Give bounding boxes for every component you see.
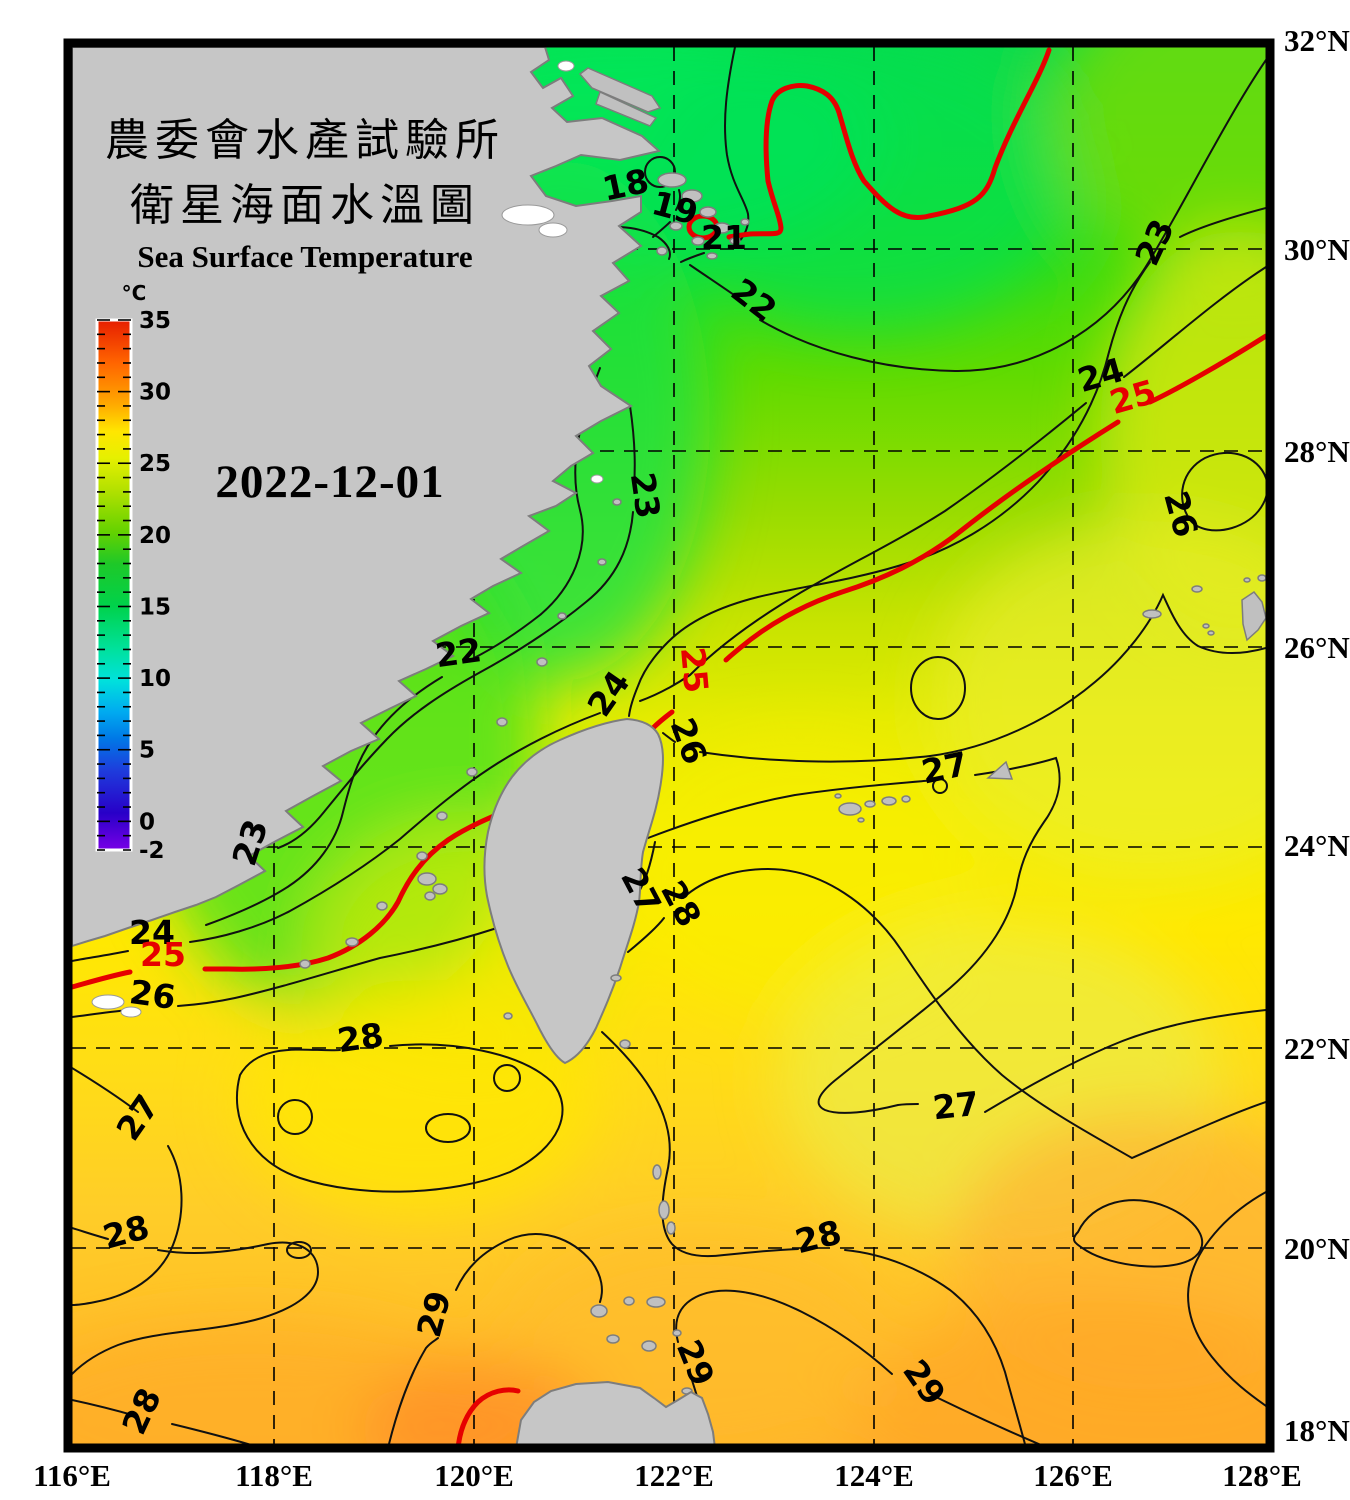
colorbar-tick-label: 25 — [139, 451, 171, 477]
colorbar-unit: °C — [122, 281, 147, 305]
colorbar-ticks — [97, 319, 131, 851]
taiwan-island — [483, 717, 664, 1065]
colorbar-tick-labels: 35 30 25 20 15 10 5 0 -2 — [139, 308, 171, 864]
lon-label: 126°E — [1033, 1458, 1113, 1493]
lat-label: 22°N — [1284, 1031, 1350, 1066]
contour-value-label: 21 — [701, 218, 747, 257]
contour-21 — [680, 47, 750, 263]
lon-label: 122°E — [634, 1458, 714, 1493]
lat-label: 26°N — [1284, 630, 1350, 665]
penghu-islands — [417, 872, 448, 901]
contour-24-northeast — [1123, 266, 1266, 378]
title-chinese-line1: 農委會水產試驗所 — [105, 115, 505, 166]
colorbar-tick-label: -2 — [139, 838, 165, 864]
contour-value-label: 28 — [335, 1015, 386, 1060]
contour-28-bottom — [601, 1031, 1026, 1444]
contour-25-red-west — [72, 797, 535, 990]
lat-label: 28°N — [1284, 434, 1350, 469]
map-frame — [63, 38, 1275, 1453]
china-mainland — [72, 47, 662, 948]
no-data-patches — [91, 60, 604, 1018]
lat-label: 30°N — [1284, 232, 1350, 267]
contour-value-label: 25 — [140, 935, 186, 974]
contour-28-loop-se — [1072, 1199, 1204, 1268]
lon-label: 118°E — [235, 1458, 313, 1493]
chongming-spit — [578, 67, 662, 113]
colorbar-tick-label: 0 — [139, 809, 155, 835]
colorbar-tick-label: 20 — [139, 523, 171, 549]
contour-28-inner-1 — [277, 1099, 313, 1135]
contour-23-northeast — [628, 207, 1266, 717]
land-layer — [72, 47, 1266, 1444]
colorbar-tick-label: 10 — [139, 666, 171, 692]
title-english: Sea Surface Temperature — [137, 239, 472, 274]
coastal-islets — [299, 498, 622, 969]
orchid-island — [619, 1039, 631, 1049]
colorbar-tick-label: 15 — [139, 594, 171, 620]
contour-value-label: 27 — [931, 1084, 981, 1128]
contour-29-center — [387, 1233, 603, 1444]
contour-25-red-east — [650, 333, 1266, 731]
batanes-islands — [652, 1164, 693, 1395]
contour-value-label: 27 — [918, 744, 971, 792]
contour-28-inner-2 — [425, 1113, 471, 1143]
contour-22-north — [689, 59, 1266, 373]
lat-label: 24°N — [1284, 828, 1350, 863]
lat-label: 32°N — [1284, 23, 1350, 58]
luzon-island — [515, 1380, 716, 1444]
colorbar-tick-label: 30 — [139, 380, 171, 406]
contour-27-east — [647, 756, 1266, 1114]
green-island — [610, 974, 622, 982]
contour-28-gridline-circle — [286, 1241, 312, 1259]
contour-20-red — [726, 47, 1052, 240]
miyako-island — [986, 760, 1014, 780]
isotherm-contours — [72, 47, 1266, 1444]
lon-label: 124°E — [834, 1458, 914, 1493]
lon-label: 128°E — [1222, 1458, 1302, 1493]
contour-28-loop-nw — [235, 1043, 564, 1193]
yaeyama-islands — [834, 793, 911, 823]
contour-value-label: 26 — [127, 972, 178, 1017]
contour-27-dot — [932, 778, 948, 794]
contour-26-east — [662, 592, 1266, 763]
longitude-axis-labels: 116°E 118°E 120°E 122°E 124°E 126°E 128°E — [33, 1458, 1302, 1493]
contour-value-label: 22 — [433, 630, 484, 675]
contour-28-inner-3 — [493, 1064, 521, 1092]
colorbar-tick-label: 5 — [139, 738, 155, 764]
yangtze-bank — [595, 90, 658, 127]
contour-29-farright — [1187, 1191, 1266, 1407]
contour-18-loop — [644, 156, 676, 188]
contour-27-west — [72, 1067, 183, 1306]
title-chinese-line2: 衛星海面水溫圖 — [130, 180, 480, 231]
okinawa-islands — [1142, 574, 1266, 642]
lat-label: 20°N — [1284, 1231, 1350, 1266]
contour-28-southwest — [72, 1227, 320, 1375]
colorbar-tick-label: 35 — [139, 308, 171, 334]
contour-28-bottomleft — [72, 1399, 252, 1444]
date-label: 2022-12-01 — [215, 456, 444, 508]
contour-value-label: 23 — [623, 470, 668, 521]
contour-value-label: 18 — [599, 161, 652, 209]
lon-label: 116°E — [33, 1458, 111, 1493]
contour-value-label: 24 — [129, 913, 175, 952]
lon-label: 120°E — [434, 1458, 514, 1493]
contour-26-closed — [910, 656, 966, 720]
colorbar: °C 35 30 25 20 15 10 5 0 -2 — [95, 281, 171, 864]
contour-24-mid — [72, 402, 1087, 962]
zhoushan-islands — [656, 172, 750, 260]
contour-30-red — [456, 1387, 521, 1444]
colorbar-gradient — [95, 318, 133, 852]
contour-value-label: 25 — [673, 645, 716, 694]
babuyan-islands — [590, 1296, 682, 1352]
contour-28-east — [627, 867, 1266, 1160]
lat-label: 18°N — [1284, 1413, 1350, 1448]
contour-19 — [652, 189, 681, 238]
xiaoliuqiu-island — [503, 1012, 513, 1020]
latitude-axis-labels: 32°N 30°N 28°N 26°N 24°N 22°N 20°N 18°N — [1284, 23, 1350, 1448]
